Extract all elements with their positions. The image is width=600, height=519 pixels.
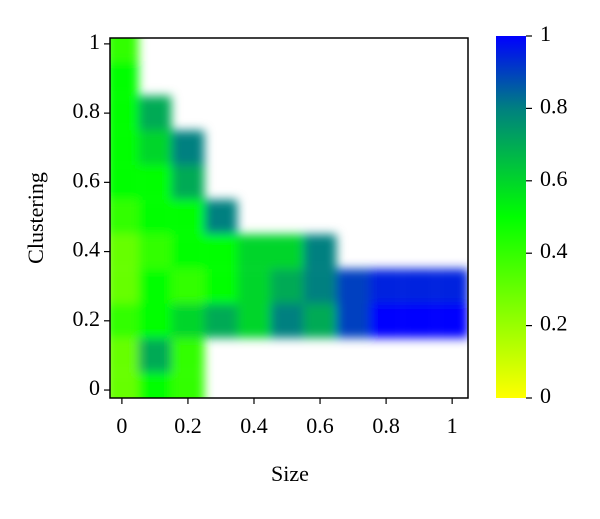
colorbar [496,36,526,398]
y-tick-label: 0.2 [73,306,101,331]
y-tick-label: 0 [89,375,100,400]
plot-frame [109,37,469,399]
y-tick-label: 1 [89,29,100,54]
heatmap-cell [138,372,172,398]
heatmap-cell [110,268,139,304]
y-axis-label: Clustering [23,172,48,264]
colorbar-tick-label: 0.6 [540,166,568,191]
heatmap-cell [138,268,172,304]
heatmap-cell [204,234,238,269]
heatmap-cell [402,268,436,304]
y-tick-label: 0.6 [73,167,101,192]
x-axis-label: Size [271,461,309,486]
heatmap-cell [138,303,172,339]
x-tick-label: 0.4 [240,413,268,438]
heatmap-cell [171,234,205,269]
heatmap-cell [204,303,238,339]
heatmap-cell [237,234,271,269]
heatmap-cell [110,199,139,235]
heatmap-cell [110,95,139,131]
colorbar-tick-label: 0.8 [540,93,568,118]
colorbar-tick-label: 0.2 [540,311,568,336]
heatmap-cell [171,372,205,398]
heatmap-cell [336,303,370,339]
heatmap-cell [435,268,468,304]
x-tick-label: 0.6 [306,413,334,438]
heatmap-cell [336,268,370,304]
heatmap-cell [435,303,468,339]
x-tick-label: 0.8 [372,413,400,438]
heatmap-cell [138,234,172,269]
heatmap-cell [171,199,205,235]
heatmap-cell [110,338,139,373]
colorbar-tick-label: 0.4 [540,238,568,263]
heatmap-cell [369,303,403,339]
heatmap-cell [369,268,403,304]
colorbar-tick-label: 1 [540,21,551,46]
heatmap-cell [171,165,205,200]
heatmap-cell [171,303,205,339]
heatmap-cell [303,234,337,269]
heatmap-cell [270,268,304,304]
x-tick-label: 0.2 [174,413,202,438]
y-tick-label: 0.8 [73,98,101,123]
heatmap-cell [270,234,304,269]
heatmap-cell [237,268,271,304]
heatmap [110,38,468,398]
heatmap-cell [171,268,205,304]
heatmap-cell [138,165,172,200]
heatmap-cell [138,95,172,131]
heatmap-cell [110,372,139,398]
heatmap-cell [171,338,205,373]
heatmap-cell [171,130,205,166]
heatmap-cell [110,303,139,339]
y-tick-label: 0.4 [73,237,101,262]
heatmap-cell [204,268,238,304]
x-tick-label: 1 [447,413,458,438]
heatmap-cell [110,234,139,269]
heatmap-cell [204,199,238,235]
heatmap-cell [110,130,139,166]
heatmap-cell [110,61,139,96]
heatmap-cell [110,165,139,200]
heatmap-cell [138,338,172,373]
heatmap-cell [237,303,271,339]
heatmap-cell [303,268,337,304]
heatmap-cell [270,303,304,339]
heatmap-cell [110,38,139,62]
colorbar-tick-label: 0 [540,383,551,408]
heatmap-cell [138,130,172,166]
heatmap-cell [138,199,172,235]
heatmap-cell [402,303,436,339]
heatmap-cell [303,303,337,339]
x-tick-label: 0 [116,413,127,438]
